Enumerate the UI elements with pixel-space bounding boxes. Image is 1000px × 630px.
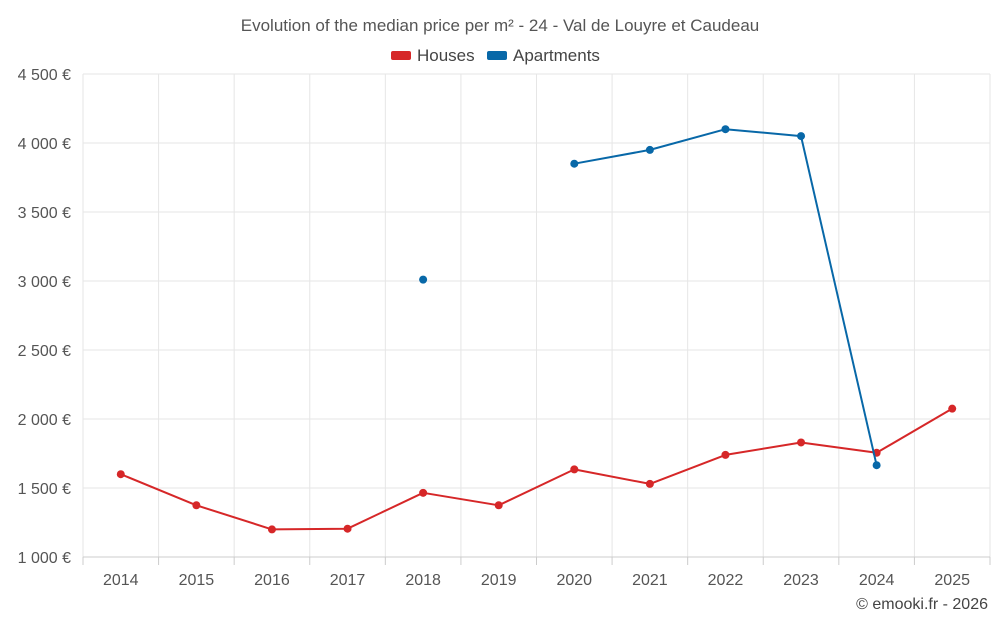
x-tick-label-2023: 2023 <box>783 572 819 589</box>
data-point-houses-2015[interactable] <box>192 501 201 510</box>
x-tick-label-2014: 2014 <box>103 572 139 589</box>
legend: Houses Apartments <box>391 46 600 65</box>
y-tick-label-4500: 4 500 € <box>18 67 71 84</box>
data-point-apartments-2024[interactable] <box>872 461 881 470</box>
x-tick-label-2020: 2020 <box>556 572 592 589</box>
legend-swatch-houses[interactable] <box>391 51 411 60</box>
y-tick-label-3000: 3 000 € <box>18 274 71 291</box>
y-tick-label-2500: 2 500 € <box>18 343 71 360</box>
y-tick-label-1500: 1 500 € <box>18 481 71 498</box>
x-tick-label-2015: 2015 <box>179 572 215 589</box>
series-houses <box>116 404 957 534</box>
x-tick-label-2024: 2024 <box>859 572 895 589</box>
data-point-houses-2025[interactable] <box>948 404 957 413</box>
series <box>116 125 957 534</box>
data-point-apartments-2021[interactable] <box>645 145 654 154</box>
data-point-apartments-2022[interactable] <box>721 125 730 134</box>
y-tick-label-4000: 4 000 € <box>18 136 71 153</box>
data-point-houses-2018[interactable] <box>419 488 428 497</box>
legend-label-apartments[interactable]: Apartments <box>513 46 600 65</box>
y-axis: 1 000 € 1 500 € 2 000 € 2 500 € 3 000 € 3 500… <box>18 67 71 567</box>
data-point-apartments-2018[interactable] <box>419 275 428 284</box>
series-line-apartments-1 <box>574 128 878 466</box>
x-axis: 2014 2015 2016 2017 2018 2019 2020 2021 2022 2023… <box>82 556 991 589</box>
data-point-apartments-2020[interactable] <box>570 159 579 168</box>
data-point-houses-2014[interactable] <box>116 470 125 479</box>
legend-label-houses[interactable]: Houses <box>417 46 475 65</box>
series-apartments <box>419 125 881 470</box>
y-tick-label-2000: 2 000 € <box>18 412 71 429</box>
x-tick-label-2025: 2025 <box>934 572 970 589</box>
x-tick-label-2019: 2019 <box>481 572 517 589</box>
series-line-houses-0 <box>120 407 953 531</box>
data-point-houses-2023[interactable] <box>797 438 806 447</box>
x-tick-label-2022: 2022 <box>708 572 744 589</box>
x-tick-label-2021: 2021 <box>632 572 668 589</box>
x-tick-label-2016: 2016 <box>254 572 290 589</box>
credit-text: © emooki.fr - 2026 <box>856 596 988 613</box>
data-point-houses-2016[interactable] <box>267 525 276 534</box>
data-point-houses-2020[interactable] <box>570 465 579 474</box>
chart-title: Evolution of the median price per m² - 2… <box>241 16 759 35</box>
data-point-houses-2017[interactable] <box>343 524 352 533</box>
y-tick-label-3500: 3 500 € <box>18 205 71 222</box>
grid <box>82 73 991 557</box>
y-tick-label-1000: 1 000 € <box>18 550 71 567</box>
data-point-houses-2019[interactable] <box>494 501 503 510</box>
data-point-houses-2021[interactable] <box>645 479 654 488</box>
legend-swatch-apartments[interactable] <box>487 51 507 60</box>
x-tick-label-2017: 2017 <box>330 572 366 589</box>
x-tick-label-2018: 2018 <box>405 572 441 589</box>
data-point-houses-2022[interactable] <box>721 450 730 459</box>
data-point-apartments-2023[interactable] <box>797 132 806 141</box>
